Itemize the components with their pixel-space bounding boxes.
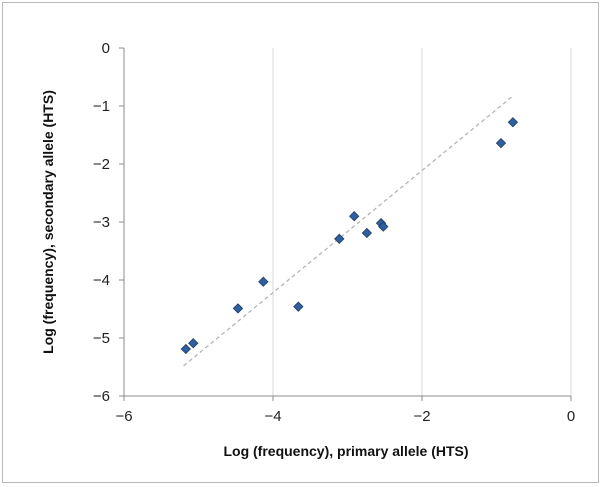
tick-labels: 0 −1 −2 −3 −4 −5 −6 −6 −4 −2 0 [93,40,575,425]
data-point [293,301,304,312]
x-tick-label: −4 [264,408,281,425]
y-tick-label: −1 [93,98,110,115]
axes [119,47,572,401]
trendline [183,96,512,367]
y-tick-label: −4 [93,272,110,289]
x-tick-label: −6 [115,408,132,425]
y-tick-label: −2 [93,156,110,173]
gridlines [272,48,572,396]
data-point [361,227,373,239]
data-point [232,303,244,314]
y-tick-label: −3 [93,214,110,231]
data-point [180,343,192,355]
data-point [495,137,507,149]
data-point [334,233,345,244]
trendline-layer [183,96,512,367]
y-tick-label: −5 [93,330,110,347]
chart-frame [2,2,599,483]
data-points [180,117,519,355]
x-tick-label: 0 [567,408,575,425]
data-point [188,338,199,349]
data-point [349,211,360,222]
data-point [378,221,389,232]
y-tick-label: 0 [102,40,110,57]
x-axis-title: Log (frequency), primary allele (HTS) [223,443,468,459]
y-axis-title: Log (frequency), secondary allele (HTS) [40,90,56,354]
y-tick-label: −6 [93,388,110,405]
data-point [258,276,269,287]
data-point [507,117,519,128]
x-tick-label: −2 [413,408,430,425]
